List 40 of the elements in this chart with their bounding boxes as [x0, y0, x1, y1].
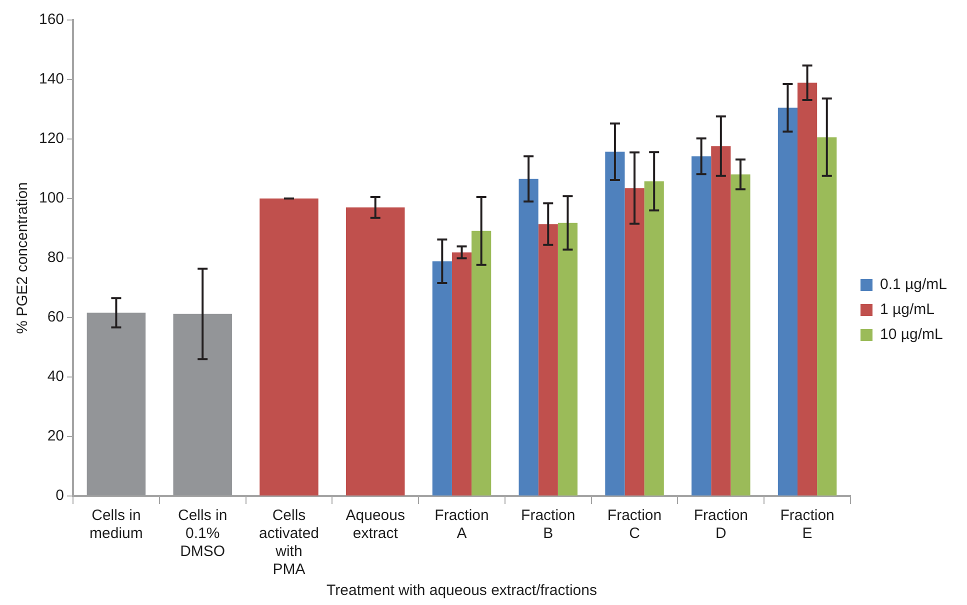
- bar: [173, 314, 232, 496]
- x-tick-label: Fraction E: [780, 507, 834, 542]
- y-axis-title: % PGE2 concentration: [14, 182, 32, 334]
- bar: [558, 222, 578, 496]
- bar: [644, 181, 664, 496]
- bar: [86, 312, 146, 496]
- bar: [432, 261, 452, 496]
- legend-label: 10 µg/mL: [880, 326, 943, 344]
- legend-label: 0.1 µg/mL: [880, 276, 948, 294]
- x-axis-title: Treatment with aqueous extract/fractions: [326, 582, 597, 600]
- x-tick-label: Fraction A: [434, 507, 489, 542]
- y-tick-label: 140: [38, 70, 64, 88]
- bar: [817, 137, 837, 496]
- bar: [624, 188, 644, 496]
- y-tick-label: 20: [47, 428, 64, 445]
- y-tick-label: 160: [38, 11, 64, 28]
- x-tick-label: Aqueous extract: [346, 507, 405, 542]
- x-tick-label: Cells in 0.1% DMSO: [178, 507, 228, 560]
- y-tick-label: 0: [56, 487, 64, 504]
- bar: [452, 252, 472, 496]
- x-tick-label: Fraction C: [607, 507, 662, 542]
- x-tick-label: Cells in medium: [90, 507, 143, 542]
- bar: [730, 174, 750, 496]
- y-tick-label: 80: [47, 249, 64, 266]
- y-tick-label: 60: [47, 308, 64, 326]
- y-tick-label: 100: [38, 190, 64, 207]
- x-tick-label: Cells activated with PMA: [258, 507, 320, 578]
- y-tick-label: 120: [38, 130, 64, 148]
- y-tick-label: 40: [47, 368, 64, 386]
- bar: [692, 156, 712, 496]
- legend-label: 1 µg/mL: [880, 301, 934, 318]
- bar: [778, 108, 798, 496]
- bar: [472, 230, 492, 496]
- x-tick-label: Fraction D: [694, 507, 748, 542]
- bar: [798, 82, 818, 496]
- bar: [605, 152, 625, 496]
- x-tick-label: Fraction B: [521, 507, 576, 542]
- bar: [538, 224, 558, 496]
- bar: [711, 146, 731, 496]
- bar: [518, 178, 538, 496]
